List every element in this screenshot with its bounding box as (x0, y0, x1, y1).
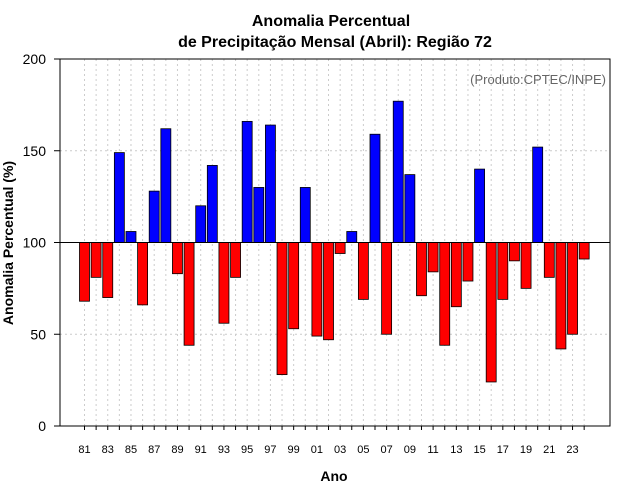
bar-87 (148, 190, 160, 243)
bar-18 (509, 242, 520, 262)
bar-88 (160, 128, 172, 243)
bar-10 (416, 242, 427, 297)
bar-83 (102, 242, 114, 298)
x-tick-label: 09 (404, 444, 416, 456)
x-tick-label: 07 (380, 444, 392, 456)
bar-16 (485, 242, 497, 383)
bar-20 (532, 146, 544, 243)
x-tick-label: 85 (125, 444, 137, 456)
x-tick-label: 23 (566, 444, 578, 456)
bars (79, 100, 590, 383)
x-tick-label: 91 (195, 444, 207, 456)
bar-05 (357, 242, 369, 300)
bar-85 (125, 231, 137, 243)
bar-03 (334, 242, 346, 254)
bar-93 (218, 242, 230, 324)
bar-90 (183, 242, 195, 346)
bar-02 (323, 242, 334, 341)
bar-89 (172, 242, 183, 275)
bar-98 (276, 242, 288, 376)
bar-08 (392, 100, 404, 243)
bar-81 (79, 242, 90, 302)
bar-21 (543, 242, 555, 278)
x-tick-label: 89 (171, 444, 183, 456)
x-tick-label: 97 (264, 444, 276, 456)
bar-94 (230, 242, 241, 278)
x-tick-label: 95 (241, 444, 253, 456)
x-tick-label: 03 (334, 444, 346, 456)
bar-14 (462, 242, 474, 282)
y-axis-title: Anomalia Percentual (%) (0, 161, 16, 325)
x-tick-label: 01 (311, 444, 323, 456)
bar-07 (381, 242, 393, 335)
bar-17 (497, 242, 509, 300)
y-axis: 0 50 100 150 200 (23, 51, 60, 434)
bar-09 (404, 174, 416, 243)
bar-01 (311, 242, 323, 337)
bar-06 (369, 133, 381, 243)
bar-82 (90, 242, 102, 278)
x-tick-label: 21 (543, 444, 555, 456)
x-tick-label: 93 (218, 444, 230, 456)
bar-15 (474, 168, 485, 243)
bar-12 (439, 242, 451, 346)
product-annotation: (Produto:CPTEC/INPE) (470, 72, 606, 87)
chart-title-line1: Anomalia Percentual (252, 13, 410, 30)
bar-13 (450, 242, 462, 308)
bar-86 (137, 242, 149, 306)
bar-92 (206, 165, 218, 243)
y-tick-label: 150 (23, 143, 47, 159)
x-tick-label: 13 (450, 444, 462, 456)
bar-11 (427, 242, 439, 273)
x-axis-title: Ano (320, 468, 347, 484)
x-tick-label: 17 (497, 444, 509, 456)
bar-22 (555, 242, 567, 350)
x-tick-label: 15 (473, 444, 485, 456)
y-tick-label: 0 (38, 418, 46, 434)
x-tick-label: 05 (357, 444, 369, 456)
y-tick-label: 200 (23, 51, 47, 67)
bar-00 (299, 187, 311, 243)
y-tick-label: 100 (23, 235, 47, 251)
bar-97 (265, 124, 276, 243)
x-tick-label: 81 (78, 444, 90, 456)
chart-title-line2: de Precipitação Mensal (Abril): Região 7… (178, 34, 492, 51)
x-tick-label: 11 (427, 444, 438, 456)
x-tick-label: 99 (288, 444, 300, 456)
bar-04 (346, 231, 358, 243)
bar-99 (288, 242, 300, 330)
y-tick-label: 50 (30, 326, 46, 342)
x-tick-label: 19 (520, 444, 532, 456)
x-tick-label: 87 (148, 444, 160, 456)
x-axis: 81 83 85 87 89 91 93 95 97 99 01 03 05 07 09 11 13 15 17 19… (78, 426, 585, 456)
bar-24 (578, 242, 590, 260)
bar-19 (520, 242, 532, 289)
x-tick-label: 83 (102, 444, 114, 456)
bar-96 (253, 187, 265, 243)
bar-91 (195, 205, 207, 243)
bar-84 (113, 152, 125, 243)
bar-23 (567, 242, 578, 335)
bar-95 (241, 120, 253, 243)
